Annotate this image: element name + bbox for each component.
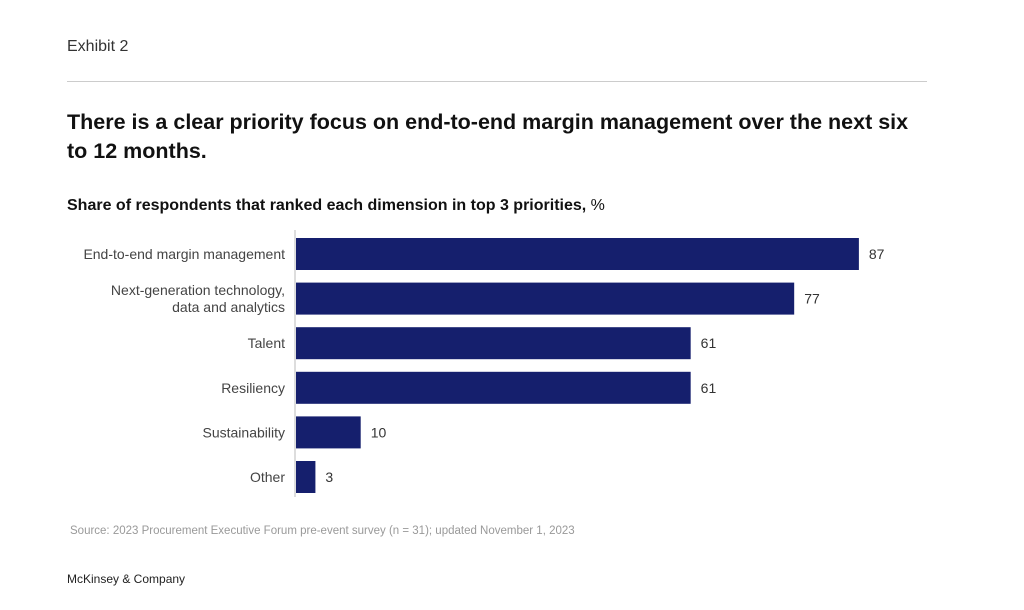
- data-label: 61: [701, 380, 717, 396]
- category-label: End-to-end margin management: [83, 246, 285, 262]
- subtitle-text: Share of respondents that ranked each di…: [67, 197, 587, 214]
- category-label: Other: [250, 469, 285, 485]
- exhibit-label: Exhibit 2: [67, 38, 129, 55]
- data-label: 10: [371, 424, 387, 440]
- category-label: Next-generation technology,: [111, 282, 285, 298]
- bar: [296, 282, 795, 315]
- subtitle-unit: %: [586, 197, 605, 214]
- bar: [296, 461, 316, 493]
- category-label: Talent: [248, 335, 285, 351]
- data-label: 87: [869, 246, 885, 262]
- brand-logo: McKinsey & Company: [67, 572, 186, 586]
- bar: [296, 416, 361, 449]
- bar: [296, 371, 691, 404]
- chart-subtitle: Share of respondents that ranked each di…: [67, 197, 605, 215]
- chart-title: There is a clear priority focus on end-t…: [67, 110, 909, 163]
- bar: [296, 327, 691, 360]
- source-note: Source: 2023 Procurement Executive Forum…: [70, 525, 575, 537]
- category-label: Resiliency: [221, 380, 285, 396]
- category-label: data and analytics: [172, 299, 285, 315]
- category-label: Sustainability: [203, 424, 286, 440]
- data-label: 61: [701, 335, 717, 351]
- data-label: 3: [325, 469, 333, 485]
- divider: [67, 81, 927, 82]
- data-label: 77: [804, 291, 820, 307]
- bar: [296, 238, 859, 270]
